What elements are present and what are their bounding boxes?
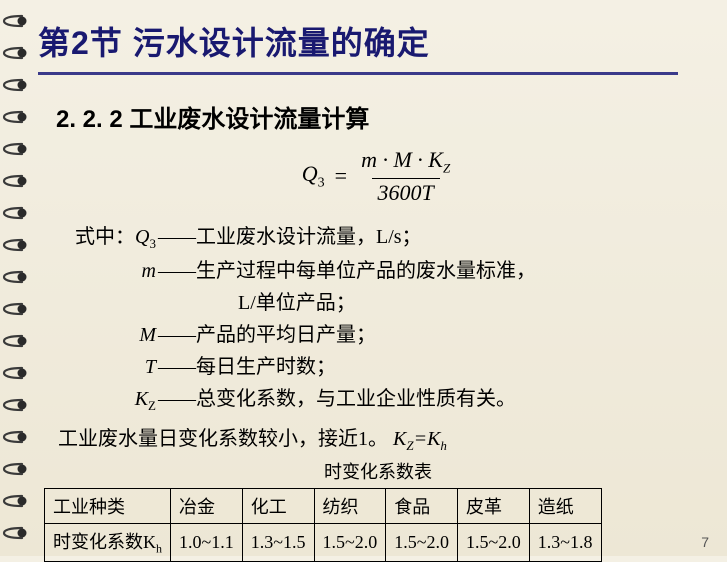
spiral-ring	[2, 44, 28, 62]
definition-row: M——产品的平均日产量；	[66, 319, 718, 351]
definition-desc: 总变化系数，与工业企业性质有关。	[196, 383, 718, 417]
definition-row: T——每日生产时数；	[66, 351, 718, 383]
subsection-heading: 2. 2. 2 工业废水设计流量计算	[56, 99, 718, 134]
definition-row: KZ——总变化系数，与工业企业性质有关。	[66, 383, 718, 417]
definition-symbol: T——	[66, 351, 196, 383]
spiral-ring	[2, 268, 28, 286]
definition-desc: 生产过程中每单位产品的废水量标准，	[196, 255, 718, 287]
table-cell: 纺织	[314, 489, 386, 524]
spiral-ring	[2, 428, 28, 446]
definition-desc-cont: L/单位产品；	[238, 287, 718, 319]
spiral-ring	[2, 172, 28, 190]
definition-symbol: M——	[66, 319, 196, 351]
spiral-ring	[2, 396, 28, 414]
table-cell: 皮革	[458, 489, 530, 524]
page-number: 7	[701, 534, 709, 550]
spiral-ring	[2, 12, 28, 30]
equals-sign: =	[335, 163, 347, 189]
spiral-ring	[2, 76, 28, 94]
spiral-ring	[2, 204, 28, 222]
table-row: 工业种类冶金化工纺织食品皮革造纸	[45, 489, 602, 524]
note-line: 工业废水量日变化系数较小，接近1。 KZ=Kh	[58, 422, 718, 454]
spiral-ring	[2, 524, 28, 542]
formula: Q3 = m · M · KZ 3600T	[38, 148, 718, 205]
definition-row: 式中：Q3——工业废水设计流量，L/s；	[66, 221, 718, 255]
spiral-ring	[2, 364, 28, 382]
spiral-ring	[2, 460, 28, 478]
table-cell: 冶金	[171, 489, 243, 524]
formula-lhs: Q3	[302, 161, 325, 191]
formula-fraction: m · M · KZ 3600T	[357, 148, 454, 205]
inline-equation: KZ=Kh	[393, 428, 447, 450]
definition-row: m——生产过程中每单位产品的废水量标准，	[66, 255, 718, 287]
definition-desc: 工业废水设计流量，L/s；	[196, 221, 718, 255]
definition-symbol: m——	[66, 255, 196, 287]
slide-content: 第2节 污水设计流量的确定 2. 2. 2 工业废水设计流量计算 Q3 = m …	[38, 0, 718, 556]
spiral-binding	[0, 0, 28, 556]
section-title: 第2节 污水设计流量的确定	[38, 18, 718, 64]
variable-definitions: 式中：Q3——工业废水设计流量，L/s；m——生产过程中每单位产品的废水量标准，…	[66, 221, 718, 417]
table-cell: 造纸	[529, 489, 601, 524]
definition-desc: 每日生产时数；	[196, 351, 718, 383]
row-header: 工业种类	[45, 489, 171, 524]
spiral-ring	[2, 492, 28, 510]
definition-desc: 产品的平均日产量；	[196, 319, 718, 351]
coefficient-table: 工业种类冶金化工纺织食品皮革造纸时变化系数Kh1.0~1.11.3~1.51.5…	[44, 488, 602, 562]
table-cell: 化工	[242, 489, 314, 524]
spiral-ring	[2, 140, 28, 158]
spiral-ring	[2, 236, 28, 254]
spiral-ring	[2, 108, 28, 126]
spiral-ring	[2, 300, 28, 318]
definition-symbol: KZ——	[66, 383, 196, 417]
formula-numerator: m · M · KZ	[357, 148, 454, 178]
spiral-ring	[2, 332, 28, 350]
formula-denominator: 3600T	[372, 178, 440, 205]
table-cell: 食品	[386, 489, 458, 524]
table-title: 时变化系数表	[38, 458, 718, 484]
definition-symbol: 式中：Q3——	[66, 221, 196, 255]
title-underline	[38, 72, 678, 75]
